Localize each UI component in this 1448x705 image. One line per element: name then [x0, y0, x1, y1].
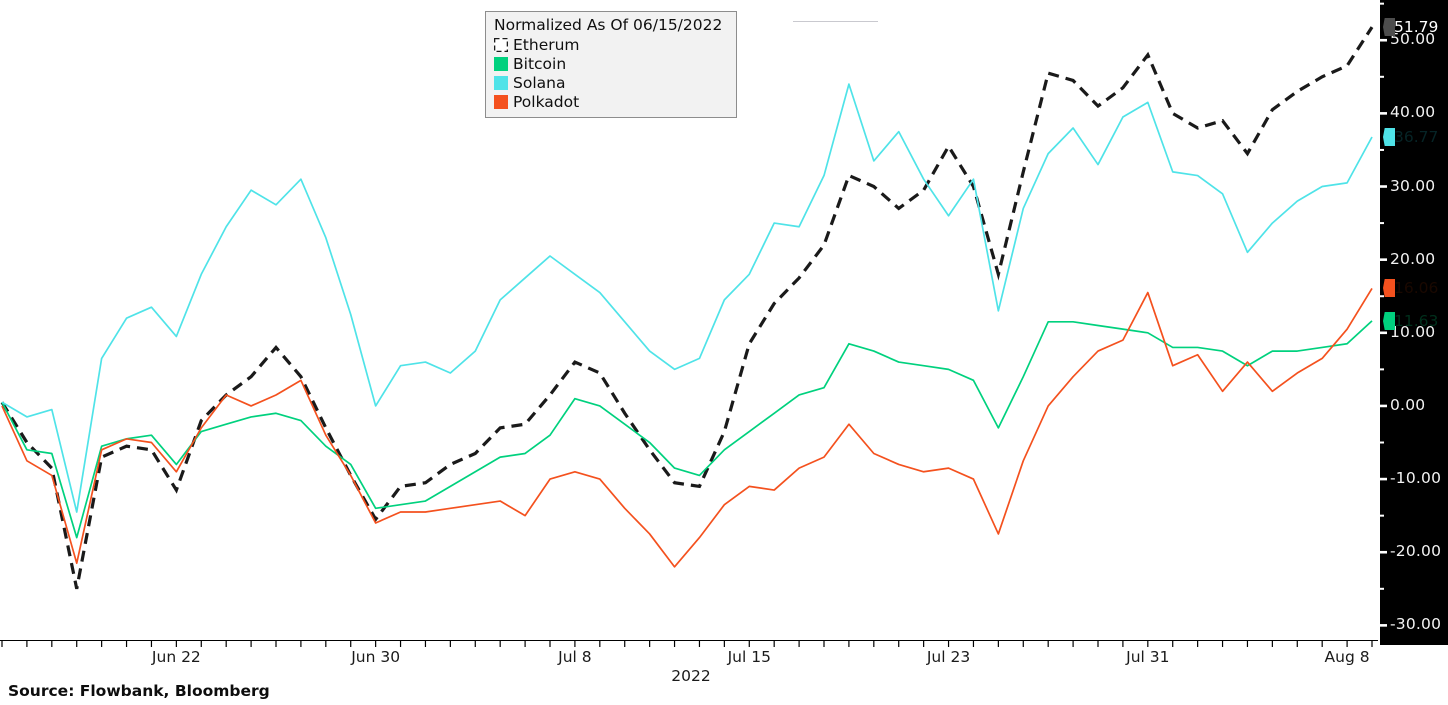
y-tick-label: 50.00: [1390, 30, 1436, 49]
legend-item-etherum[interactable]: Etherum: [494, 35, 726, 54]
x-axis-ticks: [1, 640, 1373, 647]
legend-title: Normalized As Of 06/15/2022: [494, 16, 723, 34]
y-tick-label: 0.00: [1390, 395, 1426, 414]
legend-label-solana: Solana: [513, 73, 566, 92]
legend-swatch-etherum-icon: [494, 37, 508, 52]
y-tick-label: -30.00: [1390, 615, 1442, 634]
x-tick-label: Jul 15: [727, 648, 771, 666]
x-tick-label: Jul 8: [558, 648, 592, 666]
x-tick-label: Jun 22: [151, 648, 201, 666]
series-line-bitcoin: [1, 320, 1373, 539]
y-axis: 50.00 40.00 30.00 20.00 10.00 0.00 -10.00 -20.0…: [1378, 0, 1448, 645]
legend-label-bitcoin: Bitcoin: [513, 54, 567, 73]
legend-swatch-polkadot-icon: [494, 94, 508, 109]
x-tick-label: Jul 31: [1126, 648, 1170, 666]
y-tick-label: 10.00: [1390, 322, 1436, 341]
price-tag-value: 16.06: [1394, 279, 1439, 298]
y-tick-label: -20.00: [1390, 542, 1442, 561]
y-axis-ticks: [1378, 0, 1387, 645]
series-line-solana: [1, 83, 1373, 513]
price-tag-solana: 36.77: [1383, 126, 1447, 148]
y-tick-label: 20.00: [1390, 249, 1436, 268]
x-tick-label: Jul 23: [926, 648, 971, 666]
y-tick-label: 40.00: [1390, 103, 1436, 122]
x-axis-year-label: 2022: [671, 667, 711, 685]
x-tick-label: Jun 30: [351, 648, 401, 666]
source-caption: Source: Flowbank, Bloomberg: [8, 682, 270, 700]
series-lines: [0, 26, 1374, 590]
y-tick-label: -10.00: [1390, 469, 1442, 488]
x-tick-label: Aug 8: [1324, 648, 1370, 666]
tag-shape-icon: [1383, 18, 1395, 37]
price-tag-polkadot: 16.06: [1383, 277, 1447, 299]
tag-shape-icon: [1383, 127, 1395, 146]
price-tag-value: 36.77: [1394, 127, 1439, 146]
legend: Normalized As Of 06/15/2022 Etherum Bitc…: [485, 11, 737, 118]
legend-label-polkadot: Polkadot: [513, 92, 580, 111]
tag-shape-icon: [1383, 311, 1395, 330]
series-line-etherum: [0, 26, 1374, 590]
x-axis-line: [0, 640, 1378, 641]
legend-item-bitcoin[interactable]: Bitcoin: [494, 54, 726, 73]
price-tag-bitcoin: 11.63: [1383, 310, 1447, 332]
legend-item-polkadot[interactable]: Polkadot: [494, 92, 726, 111]
price-tag-value: 51.79: [1394, 18, 1439, 37]
series-line-polkadot: [1, 288, 1373, 568]
tag-shape-icon: [1383, 279, 1395, 298]
legend-swatch-bitcoin-icon: [494, 56, 508, 71]
y-tick-label: 30.00: [1390, 176, 1436, 195]
legend-swatch-solana-icon: [494, 75, 508, 90]
legend-label-etherum: Etherum: [513, 35, 580, 54]
legend-item-solana[interactable]: Solana: [494, 73, 726, 92]
price-tag-etherum: 51.79: [1383, 16, 1447, 38]
price-tag-value: 11.63: [1394, 311, 1439, 330]
stray-line-artifact: [793, 21, 878, 22]
